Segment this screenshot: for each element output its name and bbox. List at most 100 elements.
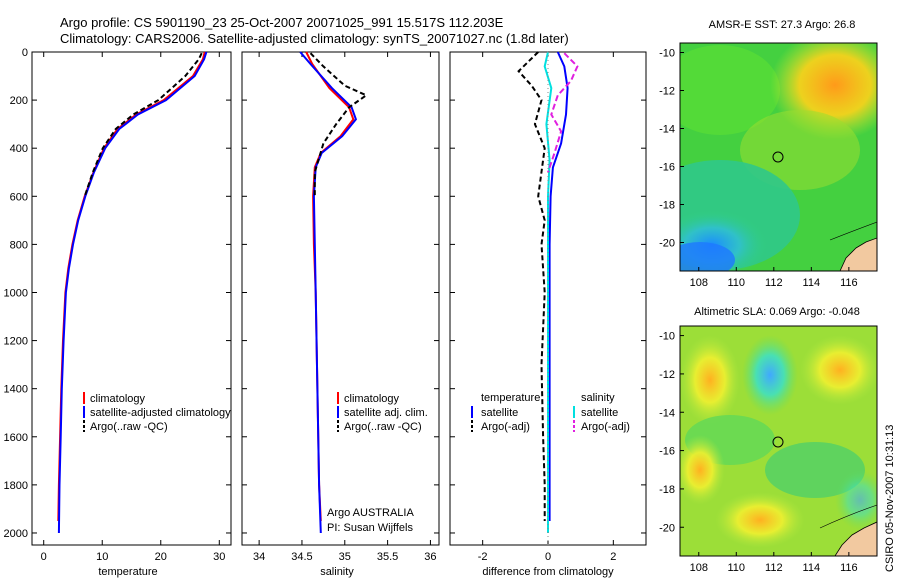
sst-map [680,43,877,271]
y-tick-label: -12 [659,86,675,98]
sst-map-frame [679,42,878,272]
sst-map-coastline [839,237,877,271]
figure-title-line1: Argo profile: CS 5901190_23 25-Oct-2007 … [60,15,504,30]
y-tick-label: 600 [10,191,28,203]
sst-map-patch [740,110,860,190]
y-tick-label: -16 [659,162,675,174]
y-tick-label: -10 [659,331,675,343]
y-tick-label: -20 [659,522,675,534]
x-tick-label: 10 [96,551,108,563]
sla-map-coastline [834,521,877,556]
series-line-argo-raw-qc- [83,52,203,197]
y-tick-label: -18 [659,484,675,496]
sst-map-patch [680,45,780,135]
legend-label-temp-satellite: satellite [481,407,518,419]
legend-label-sal-satellite: satellite [581,407,618,419]
salinity-xlabel: salinity [320,566,354,578]
temperature-series [57,51,208,534]
series-line-argo-raw-qc- [309,52,369,197]
x-tick-label: 108 [690,277,708,289]
difference-series [517,51,579,545]
salinity-axis-ticks: 34 34.5 35 35.5 36 [242,51,439,563]
float-pi-label: PI: Susan Wijffels [327,522,413,534]
sla-map-low-region [835,470,877,530]
sla-map-high-region [680,435,725,505]
x-tick-label: 114 [803,277,821,289]
sla-map-high-region [680,335,740,425]
temperature-axis-ticks: 0 10 20 30 0 200 400 600 800 1000 1200 1400 1600 1800… [4,47,231,563]
sst-map-contour [829,221,877,241]
y-tick-label: 400 [10,143,28,155]
difference-xlabel: difference from climatology [482,566,614,578]
sla-map-frame [679,325,878,557]
legend-label-satellite: satellite-adjusted climatology [90,407,231,419]
sla-map-high-region [800,335,877,405]
y-tick-label: -14 [659,124,675,136]
x-tick-label: 110 [728,277,746,289]
series-line-salinity-argo-adj- [547,52,579,173]
legend-label-climatology: climatology [344,393,400,405]
y-tick-label: -18 [659,200,675,212]
y-tick-label: 1400 [4,384,28,396]
legend-label-argo: Argo(..raw -QC) [90,421,168,433]
y-tick-label: 800 [10,239,28,251]
salinity-series [299,51,369,534]
y-tick-label: -12 [659,369,675,381]
x-tick-label: 116 [840,562,858,574]
temperature-legend: climatology satellite-adjusted climatolo… [83,392,231,433]
x-tick-label: 0 [545,551,551,563]
y-tick-label: 200 [10,95,28,107]
x-tick-label: 108 [690,562,708,574]
y-tick-label: 2000 [4,528,28,540]
series-line-temperature-argo-adj- [517,51,546,521]
y-tick-label: 1600 [4,432,28,444]
series-line-climatology [57,51,206,522]
x-tick-label: 35.5 [377,551,398,563]
y-tick-label: -10 [659,48,675,60]
x-tick-label: 112 [765,277,783,289]
legend-label-satellite: satellite adj. clim. [344,407,428,419]
legend-label-argo: Argo(..raw -QC) [344,421,422,433]
sst-map-cold-region [680,242,735,271]
y-tick-label: -14 [659,407,675,419]
series-line-satellite-adjusted-climatology [57,51,208,534]
x-tick-label: 34.5 [291,551,312,563]
figure-title-line2: Climatology: CARS2006. Satellite-adjuste… [60,31,569,46]
x-tick-label: 0 [41,551,47,563]
x-tick-label: 30 [213,551,225,563]
temperature-panel-frame [31,51,232,546]
sla-map-contour [819,504,877,529]
temperature-xlabel: temperature [98,566,157,578]
series-line-climatology [305,51,355,522]
difference-axis-ticks: -2 0 2 [450,51,646,563]
x-tick-label: 114 [803,562,821,574]
sst-map-title: AMSR-E SST: 27.3 Argo: 26.8 [709,19,856,31]
float-owner-label: Argo AUSTRALIA [327,507,414,519]
series-line-satellite-adj-clim- [299,51,358,534]
y-tick-label: 1800 [4,480,28,492]
y-tick-label: -20 [659,238,675,250]
legend-label-climatology: climatology [90,393,146,405]
x-tick-label: 2 [610,551,616,563]
salinity-panel-frame [241,51,440,546]
difference-legend: temperature satellite Argo(-adj) salinit… [471,392,630,433]
legend-group-salinity: salinity [581,392,615,404]
x-tick-label: 116 [840,277,858,289]
sla-map-ticks: 108 110 112 114 116 -10 -12 -14 -16 -18 -20 [659,331,858,574]
x-tick-label: 35 [339,551,351,563]
sst-map-ticks: 108 110 112 114 116 -10 -12 -14 -16 -18 -20 [659,48,858,290]
x-tick-label: -2 [478,551,488,563]
sla-map-low-region [742,335,798,415]
legend-label-temp-argo: Argo(-adj) [481,421,530,433]
x-tick-label: 20 [155,551,167,563]
sla-map-argo-marker [772,436,784,448]
y-tick-label: 1000 [4,287,28,299]
salinity-legend: climatology satellite adj. clim. Argo(..… [337,392,428,433]
sla-map [680,326,877,556]
sla-map-title: Altimetric SLA: 0.069 Argo: -0.048 [694,306,860,318]
sst-map-argo-marker [772,151,784,163]
x-tick-label: 112 [765,562,783,574]
sla-map-high-region [715,492,805,548]
legend-label-sal-argo: Argo(-adj) [581,421,630,433]
x-tick-label: 34 [253,551,265,563]
